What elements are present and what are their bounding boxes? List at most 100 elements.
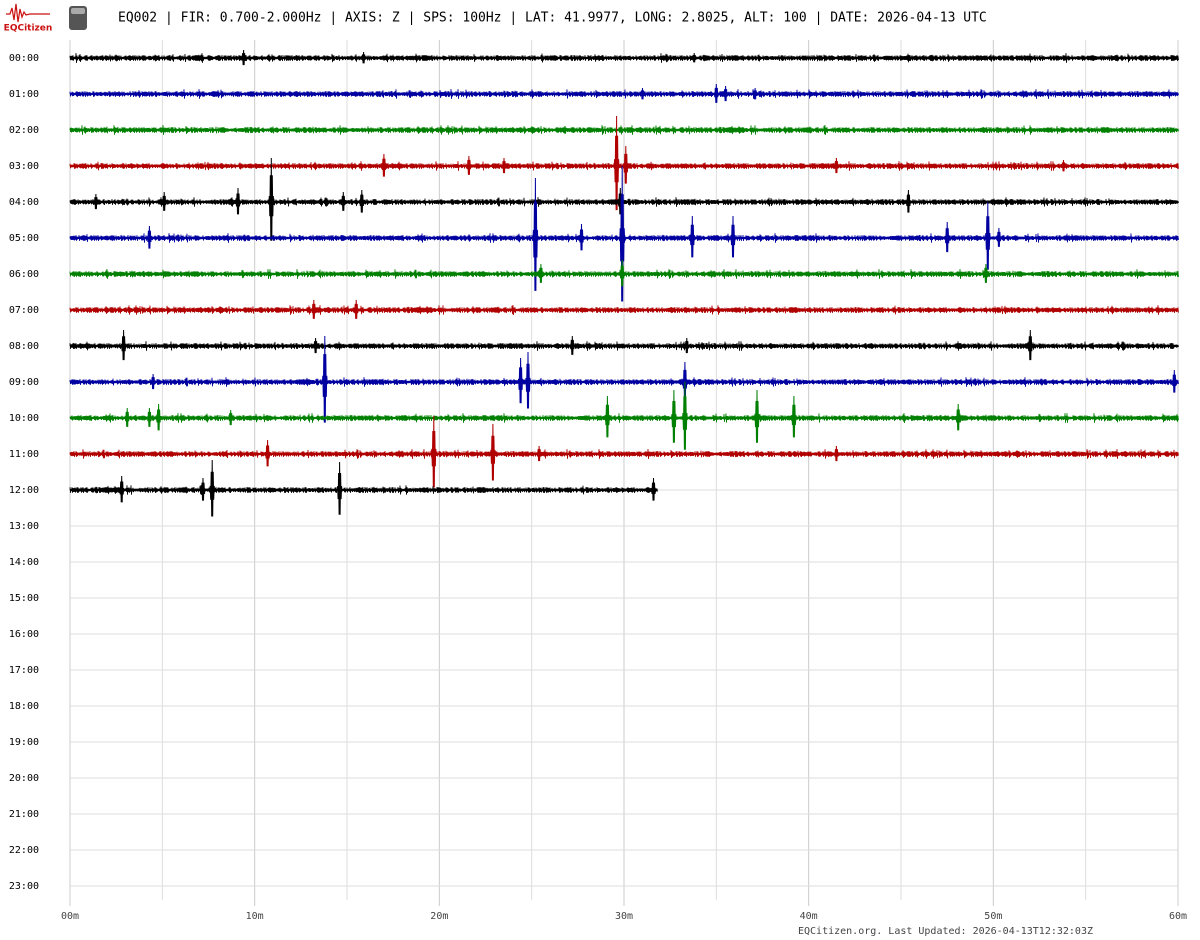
event	[1057, 159, 1067, 172]
trace-noise	[69, 341, 1179, 351]
row-label: 14:00	[9, 557, 39, 568]
logo: EQCitizen	[4, 3, 87, 34]
row-label: 04:00	[9, 197, 39, 208]
row-label: 17:00	[9, 665, 39, 676]
row-label: 10:00	[9, 413, 39, 424]
event	[688, 52, 698, 63]
event	[206, 459, 216, 517]
event	[497, 157, 508, 174]
event	[566, 335, 576, 355]
row-label: 13:00	[9, 521, 39, 532]
trace-noise	[69, 88, 1179, 100]
event	[521, 351, 532, 409]
row-label: 08:00	[9, 341, 39, 352]
event	[979, 263, 990, 283]
x-tick-label: 40m	[800, 911, 818, 922]
x-tick-label: 30m	[615, 911, 633, 922]
event	[355, 189, 366, 213]
event	[616, 165, 626, 302]
event	[529, 177, 539, 291]
event	[514, 357, 525, 404]
event	[647, 477, 657, 501]
event	[902, 189, 912, 213]
event	[534, 263, 545, 283]
row-label: 01:00	[9, 89, 39, 100]
trace-noise	[69, 377, 1179, 387]
event	[350, 299, 360, 319]
event	[533, 445, 543, 462]
trace-noise	[69, 124, 1179, 136]
event	[486, 423, 497, 481]
trace-noise	[69, 412, 1179, 424]
event	[749, 87, 759, 100]
row-label: 11:00	[9, 449, 39, 460]
row-label: 09:00	[9, 377, 39, 388]
event	[237, 49, 247, 66]
event	[678, 361, 689, 400]
event	[152, 403, 163, 431]
x-tick-label: 10m	[246, 911, 264, 922]
event	[601, 395, 611, 438]
row-label: 22:00	[9, 845, 39, 856]
event	[357, 51, 367, 64]
x-tick-label: 00m	[61, 911, 79, 922]
event	[121, 407, 131, 427]
event	[750, 389, 761, 443]
event	[667, 389, 678, 443]
event	[678, 381, 689, 450]
event	[158, 191, 168, 211]
trace-noise	[69, 197, 1179, 207]
sensor-icon-top	[71, 8, 85, 14]
trace-noise	[69, 448, 1179, 460]
header-title: EQ002 | FIR: 0.700-2.000Hz | AXIS: Z | S…	[118, 11, 987, 26]
event	[558, 125, 569, 134]
trace-noise	[69, 268, 1179, 280]
event	[619, 145, 630, 184]
event	[147, 373, 157, 390]
event	[117, 329, 128, 361]
event	[427, 415, 438, 488]
trace-noise	[69, 484, 658, 496]
row-label: 23:00	[9, 881, 39, 892]
event	[830, 445, 840, 462]
row-label: 15:00	[9, 593, 39, 604]
logo-text: EQCitizen	[4, 24, 53, 34]
event	[337, 191, 347, 211]
event	[377, 153, 388, 177]
row-label: 07:00	[9, 305, 39, 316]
event	[307, 299, 318, 319]
event	[726, 215, 737, 258]
event	[89, 193, 100, 210]
trace-noise	[69, 52, 1179, 64]
event	[333, 461, 344, 515]
x-tick-label: 50m	[984, 911, 1002, 922]
event	[686, 215, 696, 258]
row-label: 19:00	[9, 737, 39, 748]
footer: EQCitizen.org. Last Updated: 2026-04-13T…	[798, 926, 1093, 937]
event	[196, 477, 207, 501]
event	[981, 201, 992, 270]
event	[787, 395, 798, 438]
row-label: 06:00	[9, 269, 39, 280]
event	[309, 337, 319, 354]
x-tick-label: 20m	[430, 911, 448, 922]
event	[616, 259, 626, 287]
event	[1168, 369, 1178, 393]
row-label: 00:00	[9, 53, 39, 64]
event	[575, 223, 585, 251]
event	[719, 85, 729, 102]
row-label: 20:00	[9, 773, 39, 784]
event	[610, 115, 621, 211]
row-label: 12:00	[9, 485, 39, 496]
event	[224, 409, 235, 426]
event	[143, 407, 153, 427]
event	[710, 83, 720, 103]
event	[636, 87, 646, 100]
trace-noise	[69, 304, 1179, 316]
event	[830, 157, 840, 174]
event	[232, 187, 242, 215]
event	[1024, 329, 1034, 361]
event	[143, 225, 153, 249]
event	[115, 475, 126, 503]
